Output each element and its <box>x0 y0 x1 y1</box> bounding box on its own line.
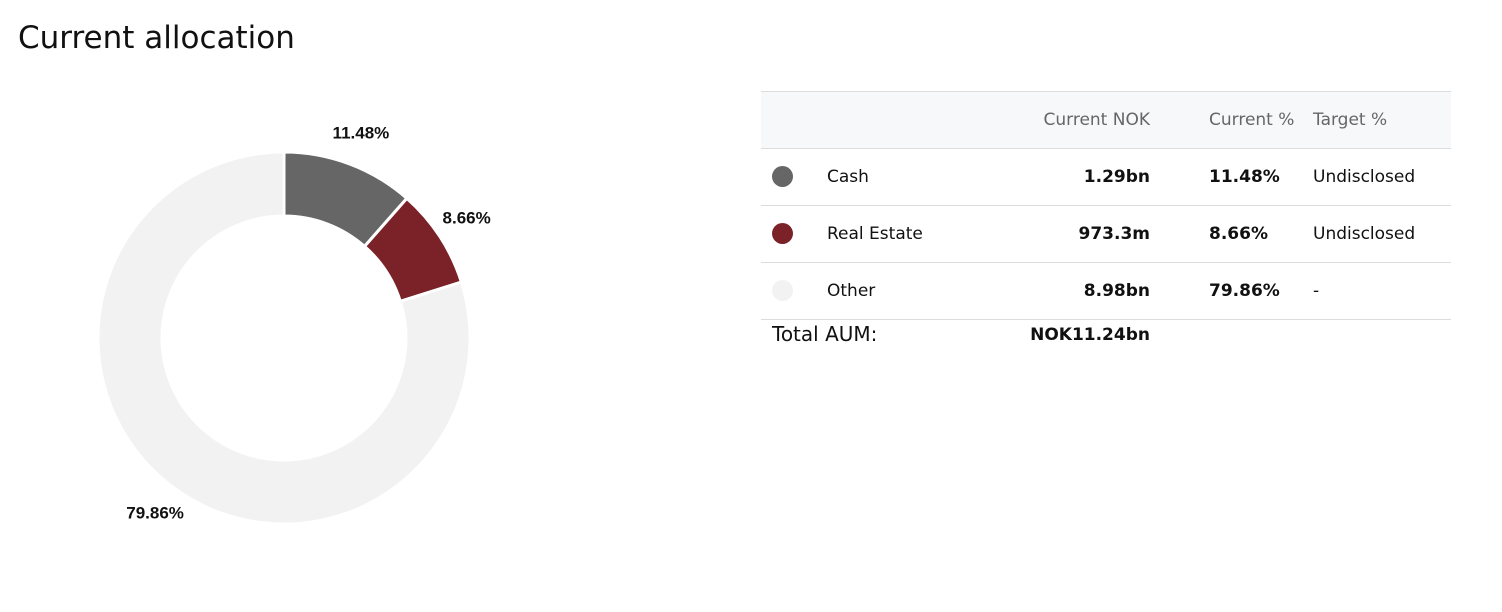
target-percent: - <box>1313 281 1320 301</box>
total-value: NOK11.24bn <box>1030 325 1150 345</box>
page-title: Current allocation <box>18 20 295 56</box>
column-header: Target % <box>1313 110 1388 130</box>
current-nok: 1.29bn <box>1083 167 1150 187</box>
legend-dot <box>772 223 793 244</box>
asset-name: Real Estate <box>827 224 923 244</box>
current-nok: 973.3m <box>1078 224 1151 244</box>
total-row: Total AUM: NOK11.24bn <box>761 320 1451 360</box>
donut-chart: 11.48% 8.66% 79.86% <box>96 124 491 526</box>
asset-name: Other <box>827 281 876 301</box>
allocation-table: Current NOK Current % Target % Cash 1.29b… <box>761 91 1451 360</box>
table-header: Current NOK Current % Target % <box>761 91 1451 149</box>
column-header: Current % <box>1209 110 1295 130</box>
table-row: Real Estate 973.3m 8.66% Undisclosed <box>761 206 1451 263</box>
donut-segment <box>96 150 472 526</box>
data-label: 11.48% <box>333 124 390 143</box>
legend-dot <box>772 166 793 187</box>
data-label: 8.66% <box>443 208 491 227</box>
column-header: Current NOK <box>1043 110 1151 130</box>
target-percent: Undisclosed <box>1313 224 1416 244</box>
current-percent: 79.86% <box>1209 281 1280 301</box>
current-percent: 11.48% <box>1209 167 1280 187</box>
table-row: Other 8.98bn 79.86% - <box>761 263 1451 320</box>
data-label: 79.86% <box>126 503 184 522</box>
current-nok: 8.98bn <box>1083 281 1150 301</box>
legend-dot <box>772 280 793 301</box>
total-label: Total AUM: <box>772 322 878 346</box>
table-row: Cash 1.29bn 11.48% Undisclosed <box>761 149 1451 206</box>
asset-name: Cash <box>827 167 869 187</box>
target-percent: Undisclosed <box>1313 167 1416 187</box>
table-body: Cash 1.29bn 11.48% Undisclosed Real Estate 97… <box>761 149 1451 320</box>
current-percent: 8.66% <box>1209 224 1268 244</box>
